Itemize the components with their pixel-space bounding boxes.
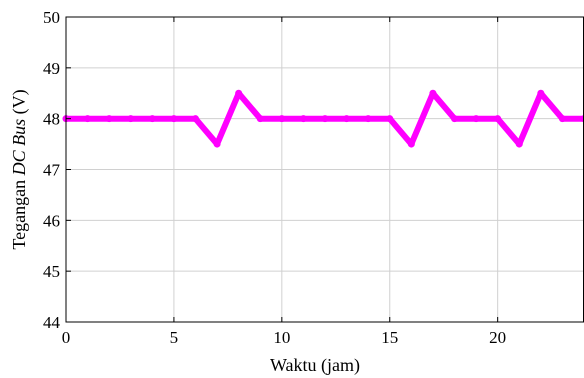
y-axis-label-italic: DC Bus xyxy=(9,119,29,177)
y-tick-label: 46 xyxy=(43,211,60,230)
data-point xyxy=(494,115,502,123)
x-tick-label: 15 xyxy=(381,328,398,347)
data-point xyxy=(299,115,307,123)
data-point xyxy=(235,89,243,97)
data-point xyxy=(386,115,394,123)
data-point xyxy=(515,140,523,148)
data-point xyxy=(429,89,437,97)
y-tick-label: 50 xyxy=(43,8,60,27)
data-point xyxy=(127,115,135,123)
axis-ticks: 0 5 10 15 20 44 45 46 47 48 49 50 xyxy=(43,8,506,347)
data-point xyxy=(278,115,286,123)
x-axis-label: Waktu (jam) xyxy=(270,355,360,376)
y-tick-label: 44 xyxy=(43,313,61,332)
data-point xyxy=(343,115,351,123)
data-point xyxy=(537,89,545,97)
data-point xyxy=(213,140,221,148)
y-axis-label-prefix: Tegangan xyxy=(9,175,29,249)
data-point xyxy=(192,115,199,123)
x-tick-label: 0 xyxy=(62,328,71,347)
grid-lines xyxy=(66,17,584,322)
data-series-layer xyxy=(62,89,584,148)
x-tick-label: 20 xyxy=(489,328,506,347)
y-tick-label: 47 xyxy=(43,161,61,180)
data-point xyxy=(170,115,178,123)
data-point xyxy=(148,115,156,123)
x-tick-label: 5 xyxy=(170,328,179,347)
x-tick-label: 10 xyxy=(273,328,290,347)
data-point xyxy=(364,115,372,123)
data-point xyxy=(321,115,329,123)
data-point xyxy=(105,115,113,123)
data-point xyxy=(256,115,264,123)
data-point xyxy=(472,115,480,123)
y-tick-label: 48 xyxy=(43,110,60,129)
y-axis-label: Tegangan DC Bus (V) xyxy=(9,89,30,249)
data-point xyxy=(407,140,415,148)
y-tick-label: 45 xyxy=(43,262,60,281)
data-point xyxy=(451,115,458,123)
data-point xyxy=(558,115,566,123)
data-point xyxy=(84,115,92,123)
y-axis-label-suffix: (V) xyxy=(9,89,30,119)
y-tick-label: 49 xyxy=(43,59,60,78)
